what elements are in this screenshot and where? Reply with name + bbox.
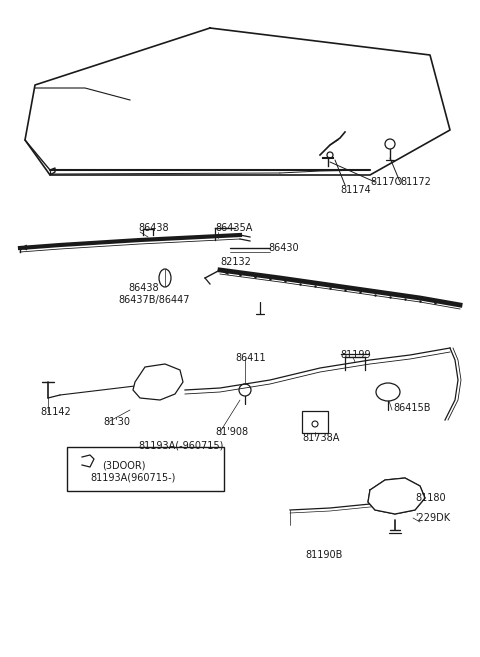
Text: 81172: 81172 bbox=[400, 177, 431, 187]
Text: 81174: 81174 bbox=[340, 185, 371, 195]
Text: 81'30: 81'30 bbox=[103, 417, 130, 427]
Text: 81738A: 81738A bbox=[302, 433, 339, 443]
Text: (3DOOR): (3DOOR) bbox=[102, 460, 145, 470]
Text: 86430: 86430 bbox=[268, 243, 299, 253]
Text: 86438: 86438 bbox=[128, 283, 158, 293]
Text: 86435A: 86435A bbox=[215, 223, 252, 233]
Text: 81190B: 81190B bbox=[305, 550, 342, 560]
Text: 82132: 82132 bbox=[220, 257, 251, 267]
Text: 86437B/86447: 86437B/86447 bbox=[118, 295, 190, 305]
Text: 81193A(960715-): 81193A(960715-) bbox=[90, 473, 175, 483]
Text: 81142: 81142 bbox=[40, 407, 71, 417]
Text: 86415B: 86415B bbox=[393, 403, 431, 413]
Text: '229DK: '229DK bbox=[415, 513, 450, 523]
Text: 81'908: 81'908 bbox=[215, 427, 248, 437]
Text: 81199: 81199 bbox=[340, 350, 371, 360]
Text: 81180: 81180 bbox=[415, 493, 445, 503]
Polygon shape bbox=[133, 364, 183, 400]
Text: 86411: 86411 bbox=[235, 353, 265, 363]
Text: 81193A(-960715): 81193A(-960715) bbox=[138, 440, 223, 450]
Polygon shape bbox=[368, 478, 425, 514]
Text: 8117O: 8117O bbox=[370, 177, 402, 187]
Text: 86438: 86438 bbox=[138, 223, 168, 233]
